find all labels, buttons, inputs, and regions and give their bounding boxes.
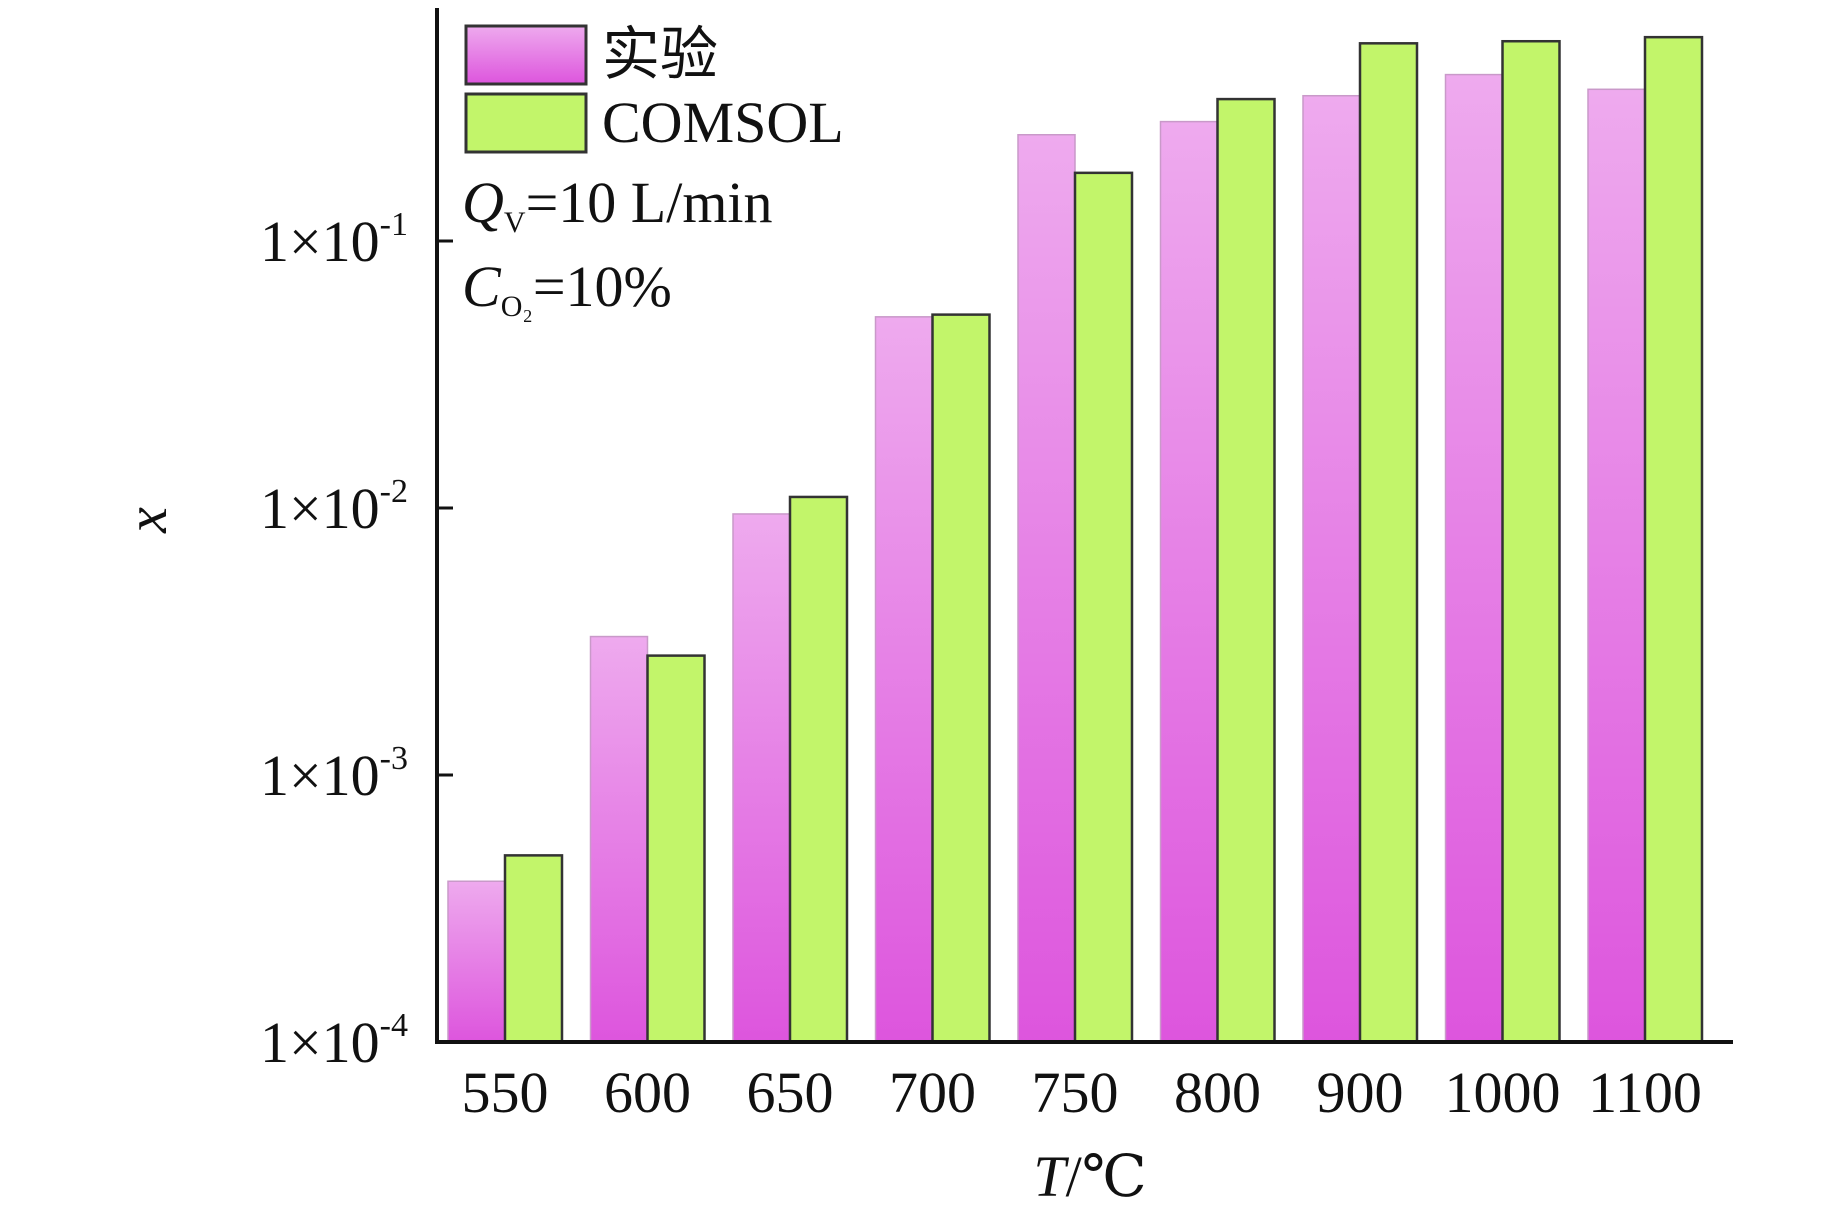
x-tick-label-700: 700 <box>889 1060 976 1125</box>
y-tick-label--3: 1×10-3 <box>260 740 408 808</box>
x-tick-label-750: 750 <box>1032 1060 1119 1125</box>
x-axis-title: T/℃ <box>1033 1144 1146 1209</box>
bar-experiment-1000 <box>1444 73 1504 1043</box>
x-tick-label-600: 600 <box>604 1060 691 1125</box>
y-axis-title: x <box>114 507 179 534</box>
bar-experiment-550 <box>447 880 506 1043</box>
y-tick-label--4: 1×10-4 <box>260 1007 408 1075</box>
x-tick-label-550: 550 <box>462 1060 549 1125</box>
legend-label-experiment: 实验 <box>602 22 718 87</box>
bar-comsol-1000 <box>1501 39 1561 1044</box>
x-tick-label-1000: 1000 <box>1445 1060 1561 1125</box>
bar-experiment-600 <box>589 635 649 1043</box>
condition-annotation-1: QV=10 L/min <box>462 170 773 239</box>
legend-swatch-comsol <box>464 92 588 154</box>
bar-experiment-650 <box>732 513 791 1043</box>
bar-experiment-900 <box>1302 94 1361 1043</box>
legend-label-comsol: COMSOL <box>602 90 844 155</box>
bar-comsol-1100 <box>1643 35 1704 1044</box>
bar-experiment-1100 <box>1587 88 1646 1043</box>
bar-experiment-750 <box>1017 134 1076 1043</box>
x-tick-label-900: 900 <box>1317 1060 1404 1125</box>
bar-experiment-700 <box>874 316 934 1043</box>
bar-comsol-650 <box>788 495 849 1044</box>
y-tick-label--2: 1×10-2 <box>260 473 408 541</box>
condition-annotation-2: CO₂=10% <box>462 254 672 323</box>
bar-comsol-550 <box>503 854 564 1044</box>
x-tick-label-1100: 1100 <box>1588 1060 1702 1125</box>
bar-comsol-800 <box>1216 97 1276 1044</box>
x-tick-label-650: 650 <box>747 1060 834 1125</box>
bar-comsol-900 <box>1358 42 1419 1044</box>
legend-swatch-experiment <box>464 24 588 86</box>
bar-comsol-750 <box>1073 171 1134 1044</box>
bar-comsol-600 <box>646 654 706 1044</box>
bar-comsol-700 <box>931 313 991 1044</box>
y-tick-label--1: 1×10-1 <box>260 206 408 274</box>
bar-experiment-800 <box>1159 120 1219 1043</box>
x-tick-label-800: 800 <box>1174 1060 1261 1125</box>
